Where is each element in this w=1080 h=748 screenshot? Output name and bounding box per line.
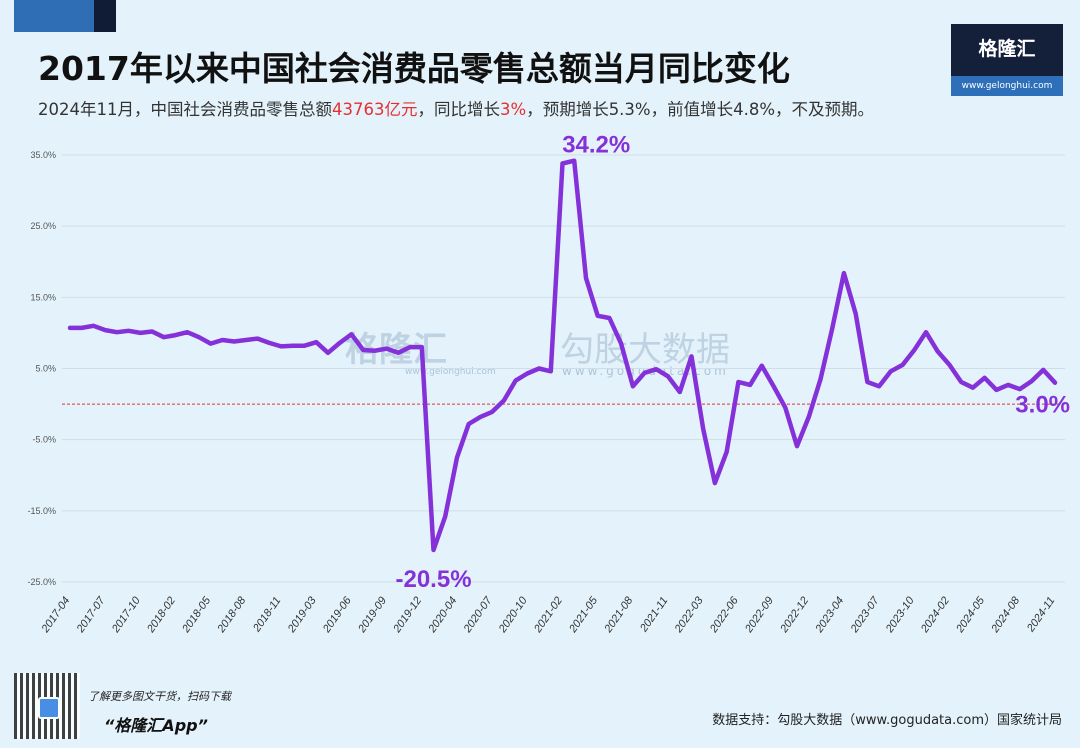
x-tick-label: 2018-02 bbox=[144, 595, 178, 636]
x-tick-label: 2018-11 bbox=[250, 595, 283, 635]
data-annotation: 3.0% bbox=[1015, 392, 1070, 419]
watermark-gogudata: 勾股大数据 bbox=[560, 330, 730, 370]
x-tick-label: 2024-05 bbox=[954, 594, 988, 635]
x-tick-label: 2021-08 bbox=[602, 594, 636, 635]
x-tick-label: 2018-08 bbox=[215, 594, 249, 635]
header-decoration-blue bbox=[14, 0, 94, 32]
x-tick-label: 2023-04 bbox=[813, 595, 847, 636]
qr-code[interactable] bbox=[14, 673, 80, 739]
subtitle-text-2: ，同比增长 bbox=[417, 100, 501, 119]
promo-text: 了解更多图文干货，扫码下载 bbox=[88, 690, 231, 703]
y-tick-label: 15.0% bbox=[30, 292, 56, 302]
subtitle-text-1: 2024年11月，中国社会消费品零售总额 bbox=[38, 100, 332, 119]
x-tick-label: 2019-09 bbox=[356, 595, 390, 636]
data-annotation: 34.2% bbox=[562, 132, 630, 159]
y-tick-label: 25.0% bbox=[30, 221, 56, 231]
data-source: 数据支持：勾股大数据（www.gogudata.com）国家统计局 bbox=[712, 713, 1062, 728]
x-tick-label: 2017-04 bbox=[39, 595, 73, 636]
x-tick-label: 2019-06 bbox=[320, 594, 354, 635]
x-tick-label: 2019-12 bbox=[391, 595, 425, 636]
y-tick-label: 5.0% bbox=[35, 364, 56, 374]
subtitle-amount: 43763亿元 bbox=[332, 100, 418, 119]
x-tick-label: 2024-02 bbox=[918, 595, 952, 636]
gelonghui-logo: 格隆汇 www.gelonghui.com bbox=[951, 24, 1063, 96]
x-tick-label: 2022-03 bbox=[672, 594, 706, 635]
x-tick-label: 2021-02 bbox=[531, 595, 565, 636]
x-tick-label: 2022-12 bbox=[778, 595, 812, 636]
subtitle-growth: 3% bbox=[500, 100, 527, 119]
series-line bbox=[67, 158, 1058, 553]
header-decoration-dark bbox=[94, 0, 116, 32]
y-tick-label: 35.0% bbox=[30, 150, 56, 160]
x-tick-label: 2017-10 bbox=[109, 594, 143, 635]
x-tick-label: 2020-10 bbox=[496, 594, 530, 635]
chart-title: 2017年以来中国社会消费品零售总额当月同比变化 bbox=[38, 49, 790, 88]
x-tick-label: 2020-04 bbox=[426, 595, 460, 636]
x-tick-label: 2024-08 bbox=[989, 594, 1023, 635]
x-tick-label: 2021-05 bbox=[567, 594, 601, 635]
app-name: “格隆汇App” bbox=[104, 716, 208, 735]
x-tick-label: 2018-05 bbox=[180, 594, 214, 635]
chart-subtitle: 2024年11月，中国社会消费品零售总额43763亿元，同比增长3%，预期增长5… bbox=[38, 96, 874, 120]
x-tick-label: 2023-07 bbox=[848, 594, 882, 635]
y-tick-label: -5.0% bbox=[32, 435, 56, 445]
logo-url: www.gelonghui.com bbox=[951, 76, 1063, 96]
x-tick-label: 2019-03 bbox=[285, 594, 319, 635]
x-tick-label: 2023-10 bbox=[883, 594, 917, 635]
subtitle-text-3: ，预期增长5.3%，前值增长4.8%，不及预期。 bbox=[526, 100, 875, 119]
x-tick-label: 2020-07 bbox=[461, 594, 495, 635]
x-tick-label: 2021-11 bbox=[637, 595, 670, 635]
y-tick-label: -15.0% bbox=[27, 506, 56, 516]
watermark-gelonghui-url: www.gelonghui.com bbox=[405, 367, 496, 377]
logo-name: 格隆汇 bbox=[978, 38, 1036, 60]
x-tick-label: 2024-11 bbox=[1024, 595, 1057, 635]
data-annotation: -20.5% bbox=[395, 566, 471, 593]
x-tick-label: 2022-09 bbox=[742, 595, 776, 636]
y-tick-label: -25.0% bbox=[27, 577, 56, 587]
x-tick-label: 2017-07 bbox=[74, 594, 108, 635]
x-tick-label: 2022-06 bbox=[707, 594, 741, 635]
